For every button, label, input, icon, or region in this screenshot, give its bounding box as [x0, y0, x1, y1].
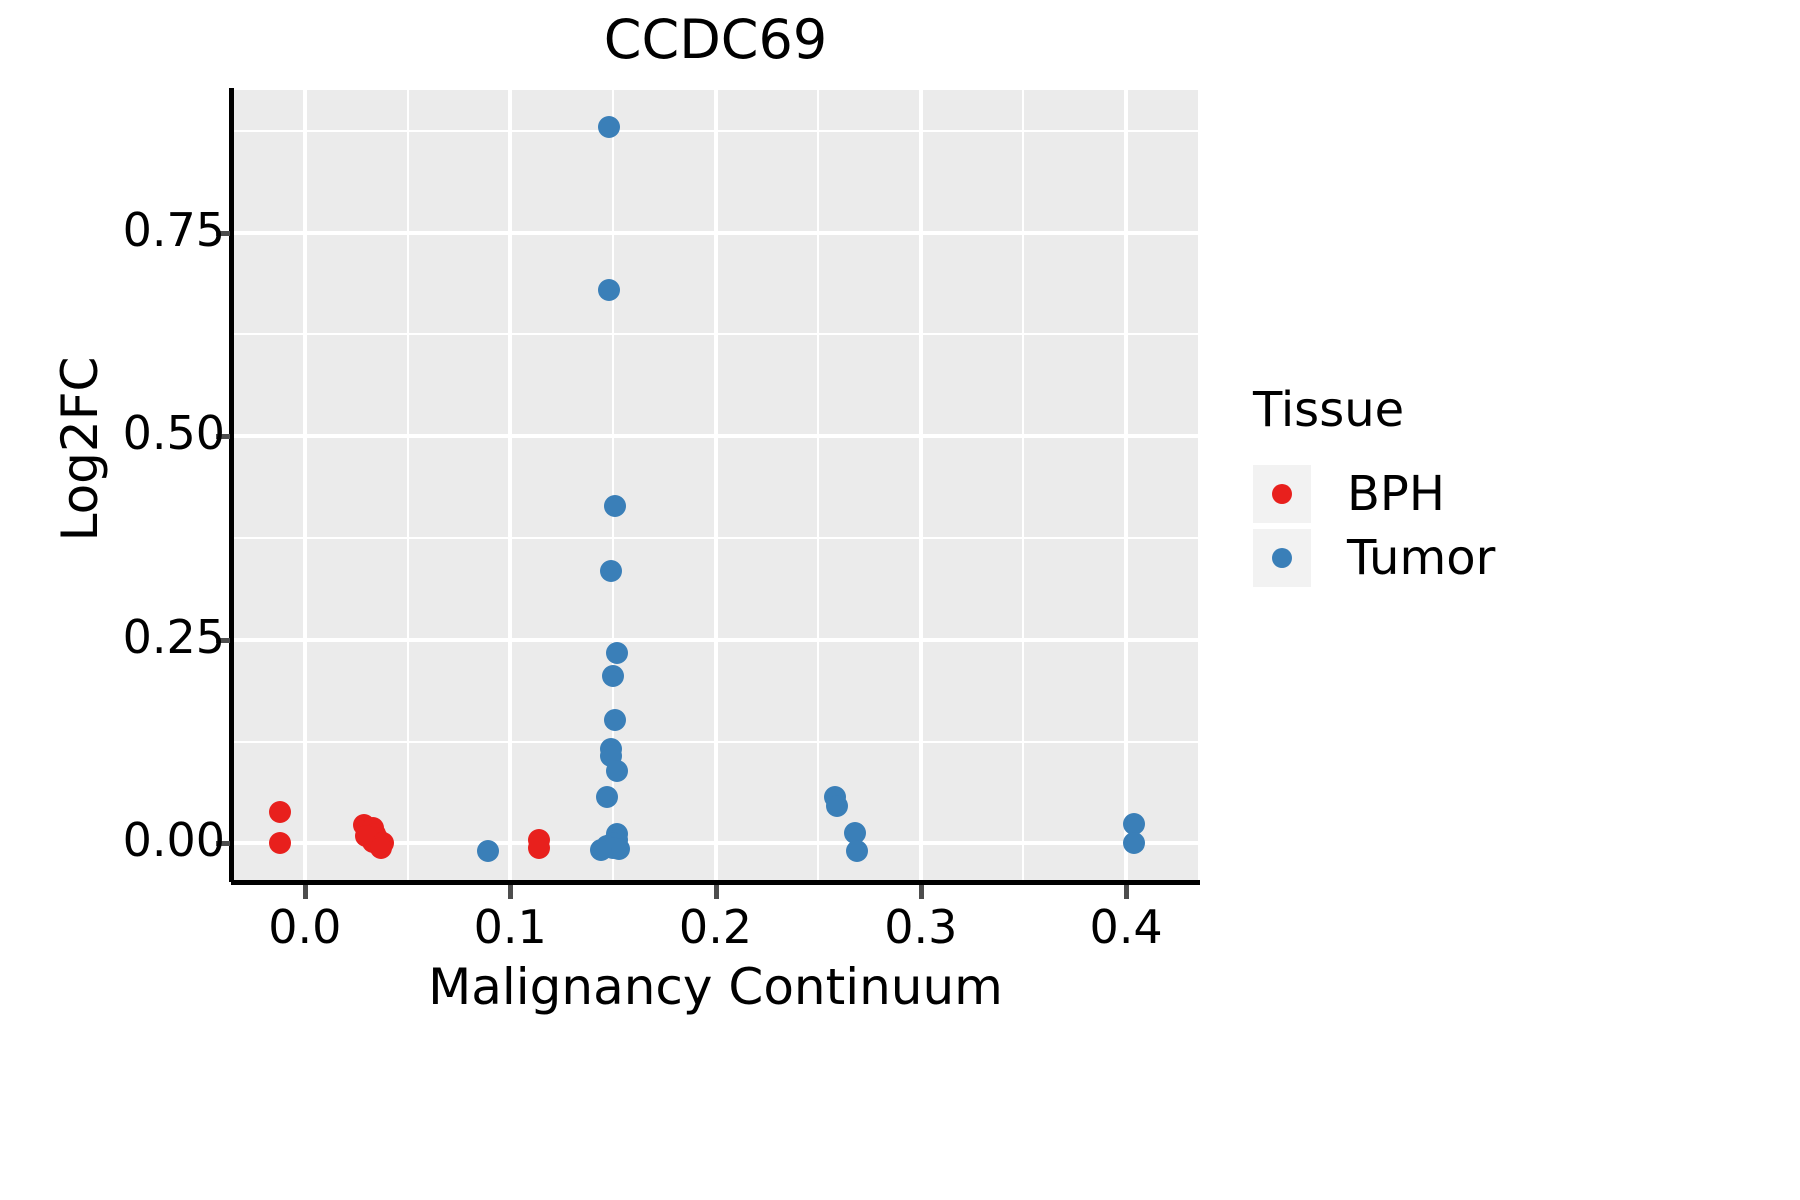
- scatter-point-tumor: [601, 665, 624, 688]
- legend-dot-icon: [1272, 548, 1292, 568]
- scatter-point-tumor: [603, 709, 626, 732]
- y-tick-mark: [216, 230, 230, 236]
- gridline-major-vertical: [508, 90, 513, 880]
- x-axis-title: Malignancy Continuum: [428, 958, 1003, 1016]
- scatter-point-tumor: [608, 838, 630, 861]
- page-title: CCDC69: [603, 8, 828, 71]
- y-tick-mark: [216, 637, 230, 643]
- scatter-point-tumor: [603, 495, 626, 518]
- y-axis-title: Log2FC: [51, 356, 109, 542]
- gridline-major-horizontal: [233, 637, 1198, 642]
- scatter-point-bph: [269, 832, 292, 855]
- x-tick-label: 0.2: [678, 900, 753, 954]
- scatter-point-bph: [527, 837, 550, 860]
- scatter-point-tumor: [597, 115, 620, 138]
- y-tick-mark: [216, 841, 230, 847]
- y-tick-mark: [216, 434, 230, 440]
- legend: Tissue BPH Tumor: [1253, 382, 1653, 590]
- scatter-point-tumor: [605, 641, 628, 664]
- x-tick-label: 0.4: [1089, 900, 1163, 954]
- x-tick-label: 0.0: [268, 900, 342, 954]
- scatter-point-tumor: [1123, 812, 1146, 835]
- legend-key-swatch: [1253, 465, 1311, 523]
- gridline-major-vertical: [1124, 90, 1129, 880]
- gridline-minor-vertical: [1022, 90, 1025, 880]
- x-tick-label: 0.1: [473, 900, 547, 954]
- gridline-major-vertical: [918, 90, 923, 880]
- x-tick-label: 0.3: [884, 900, 958, 954]
- y-axis-line: [229, 88, 234, 882]
- gridline-major-horizontal: [233, 841, 1198, 846]
- legend-item-bph[interactable]: BPH: [1253, 462, 1653, 526]
- gridline-major-vertical: [713, 90, 718, 880]
- scatter-point-tumor: [605, 759, 628, 782]
- gridline-major-horizontal: [233, 230, 1198, 235]
- y-tick-label: 0.25: [122, 609, 225, 664]
- gridline-minor-vertical: [817, 90, 820, 880]
- x-tick-mark: [302, 885, 308, 899]
- y-tick-label: 0.00: [122, 813, 225, 868]
- scatter-point-tumor: [599, 560, 622, 583]
- scatter-point-tumor: [595, 785, 618, 808]
- scatter-point-bph: [369, 837, 392, 860]
- scatter-point-bph: [269, 800, 292, 823]
- y-tick-label: 0.50: [122, 406, 225, 461]
- legend-item-tumor[interactable]: Tumor: [1253, 526, 1653, 590]
- x-tick-mark: [713, 885, 719, 899]
- scatter-point-tumor: [597, 279, 620, 302]
- scatter-point-tumor: [846, 839, 869, 862]
- scatter-point-tumor: [1123, 831, 1146, 854]
- legend-item-label: Tumor: [1347, 530, 1496, 586]
- x-tick-mark: [508, 885, 514, 899]
- plot-panel: [233, 90, 1198, 880]
- gridline-minor-vertical: [611, 90, 614, 880]
- x-axis-line: [231, 880, 1200, 885]
- scatter-point-tumor: [476, 839, 499, 862]
- x-tick-mark: [1124, 885, 1130, 899]
- y-tick-label: 0.75: [122, 202, 225, 257]
- legend-key-swatch: [1253, 529, 1311, 587]
- legend-item-label: BPH: [1347, 466, 1445, 522]
- x-tick-mark: [918, 885, 924, 899]
- legend-title: Tissue: [1253, 382, 1405, 438]
- legend-dot-icon: [1272, 484, 1292, 504]
- scatter-point-tumor: [844, 821, 867, 844]
- gridline-major-horizontal: [233, 434, 1198, 439]
- gridline-minor-vertical: [406, 90, 409, 880]
- scatter-point-tumor: [825, 794, 848, 817]
- scatter-point-tumor: [589, 838, 612, 861]
- gridline-major-vertical: [302, 90, 307, 880]
- legend-items: BPH Tumor: [1253, 462, 1653, 590]
